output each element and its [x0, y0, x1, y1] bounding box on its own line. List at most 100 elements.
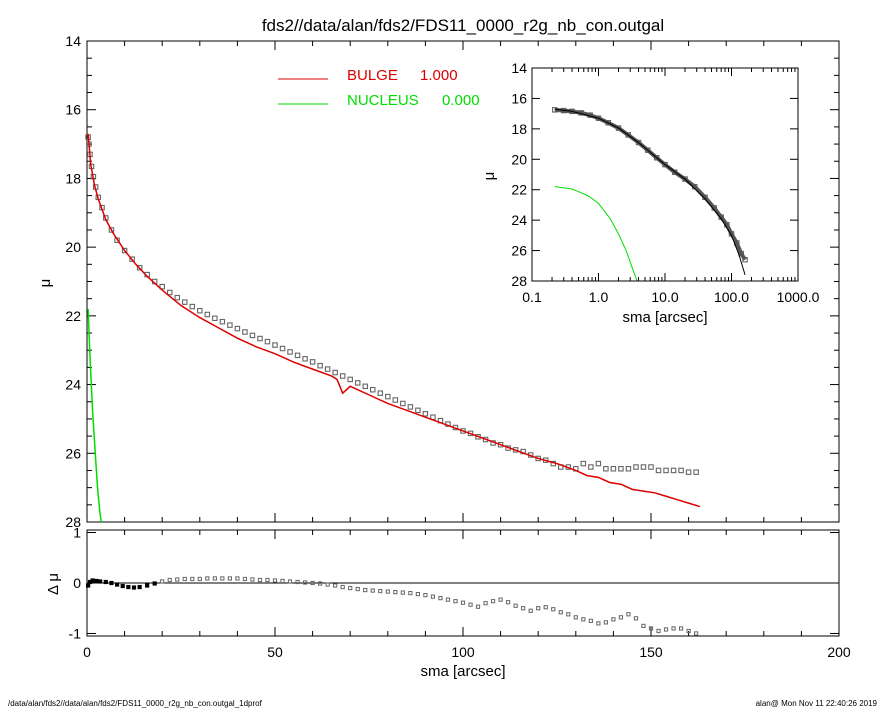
residual-marker: [182, 576, 187, 582]
residual-marker: [400, 590, 405, 595]
inset-ytick-label: 22: [511, 182, 527, 198]
data-marker: [400, 400, 406, 407]
data-marker: [136, 265, 143, 271]
residual-marker: [490, 599, 496, 604]
residual-marker: [227, 576, 232, 581]
data-marker: [197, 307, 203, 314]
residual-marker: [678, 626, 684, 631]
main-ylabel: μ: [37, 279, 54, 288]
residual-marker: [90, 578, 95, 583]
residual-marker: [325, 582, 330, 587]
data-marker: [595, 460, 602, 467]
data-marker: [362, 383, 368, 390]
residual-marker: [310, 580, 315, 586]
residual-marker: [355, 586, 360, 592]
data-marker: [640, 464, 647, 470]
residual-marker: [528, 608, 533, 613]
data-marker: [392, 397, 399, 403]
data-marker: [166, 289, 173, 296]
residual-marker: [588, 618, 593, 623]
residual-marker: [333, 583, 338, 588]
inset-xtick-label: 1.0: [589, 289, 609, 305]
data-marker: [347, 376, 353, 383]
residual-marker: [131, 585, 137, 590]
residual-marker: [611, 617, 616, 622]
data-marker: [370, 386, 376, 393]
residual-marker: [566, 612, 571, 617]
data-marker: [317, 362, 323, 369]
main-ytick-label: 24: [65, 377, 81, 393]
bulge-line: [87, 133, 701, 508]
residual-xlabel: sma [arcsec]: [420, 663, 505, 680]
data-marker: [309, 359, 316, 365]
residual-xtick-label: 200: [827, 644, 851, 660]
data-marker: [219, 318, 226, 325]
residual-marker: [114, 582, 120, 587]
residual-marker: [295, 579, 300, 585]
data-marker: [332, 369, 338, 376]
data-marker: [174, 294, 180, 301]
data-marker: [460, 428, 466, 434]
data-marker: [212, 315, 218, 322]
data-marker: [264, 338, 271, 345]
data-marker: [618, 465, 624, 472]
residual-marker: [242, 576, 248, 582]
residual-marker: [430, 594, 436, 599]
main-legend: BULGE 1.000 NUCLEUS 0.000: [278, 67, 480, 109]
residual-marker: [656, 628, 661, 634]
residual-marker: [205, 576, 210, 581]
data-marker: [129, 256, 135, 262]
data-marker: [234, 325, 241, 332]
residual-marker: [468, 602, 473, 607]
inset-ytick-label: 16: [511, 90, 527, 106]
residual-marker: [197, 576, 202, 582]
residual-marker: [160, 579, 165, 584]
inset-xtick-label: 100.0: [714, 289, 749, 305]
residual-marker: [498, 597, 503, 602]
residual-marker: [663, 627, 669, 632]
data-marker: [588, 464, 594, 470]
main-ytick-label: 20: [65, 239, 81, 255]
inset-ytick-label: 24: [511, 212, 527, 228]
inset-xtick-label: 1000.0: [777, 289, 820, 305]
data-marker: [633, 464, 639, 470]
data-marker: [189, 303, 196, 310]
data-marker: [655, 467, 662, 474]
data-marker: [339, 373, 346, 379]
inset-ytick-label: 28: [511, 273, 527, 289]
main-ytick-label: 28: [65, 514, 81, 530]
main-axis-ticks: 14 16 18 20 22 24 26 28: [65, 33, 840, 530]
inset-series-layer: [552, 107, 748, 282]
data-marker: [242, 329, 248, 335]
residual-marker: [280, 578, 285, 584]
data-marker: [422, 411, 429, 417]
data-marker: [324, 366, 331, 372]
residual-marker: [137, 584, 142, 590]
data-marker: [377, 390, 384, 396]
data-marker: [625, 465, 632, 472]
residual-marker: [618, 615, 624, 620]
data-marker: [415, 407, 421, 414]
residual-marker: [257, 577, 263, 583]
residual-marker: [408, 590, 413, 596]
legend-nucleus-name: NUCLEUS: [347, 92, 419, 109]
residual-marker: [603, 620, 608, 625]
data-marker: [257, 335, 263, 342]
residual-marker: [220, 576, 225, 581]
residual-marker: [521, 606, 526, 611]
residual-marker: [152, 581, 157, 586]
residual-marker: [318, 581, 323, 586]
main-ytick-label: 26: [65, 445, 81, 461]
inset-ylabel: μ: [481, 172, 498, 181]
data-marker: [108, 227, 115, 233]
residual-ytick-label: 1: [73, 525, 81, 541]
legend-bulge-name: BULGE: [347, 67, 398, 84]
residual-marker: [340, 584, 345, 590]
inset-axis-ticks: 0.1 1.0 10.0 100.0 1000.0 14 16 18 20 22 24 26 28: [511, 60, 819, 305]
residual-xtick-label: 100: [451, 644, 475, 660]
residual-xtick-label: 50: [267, 644, 283, 660]
residual-marker: [686, 628, 691, 634]
residual-marker: [671, 626, 676, 631]
residual-marker: [167, 577, 172, 583]
